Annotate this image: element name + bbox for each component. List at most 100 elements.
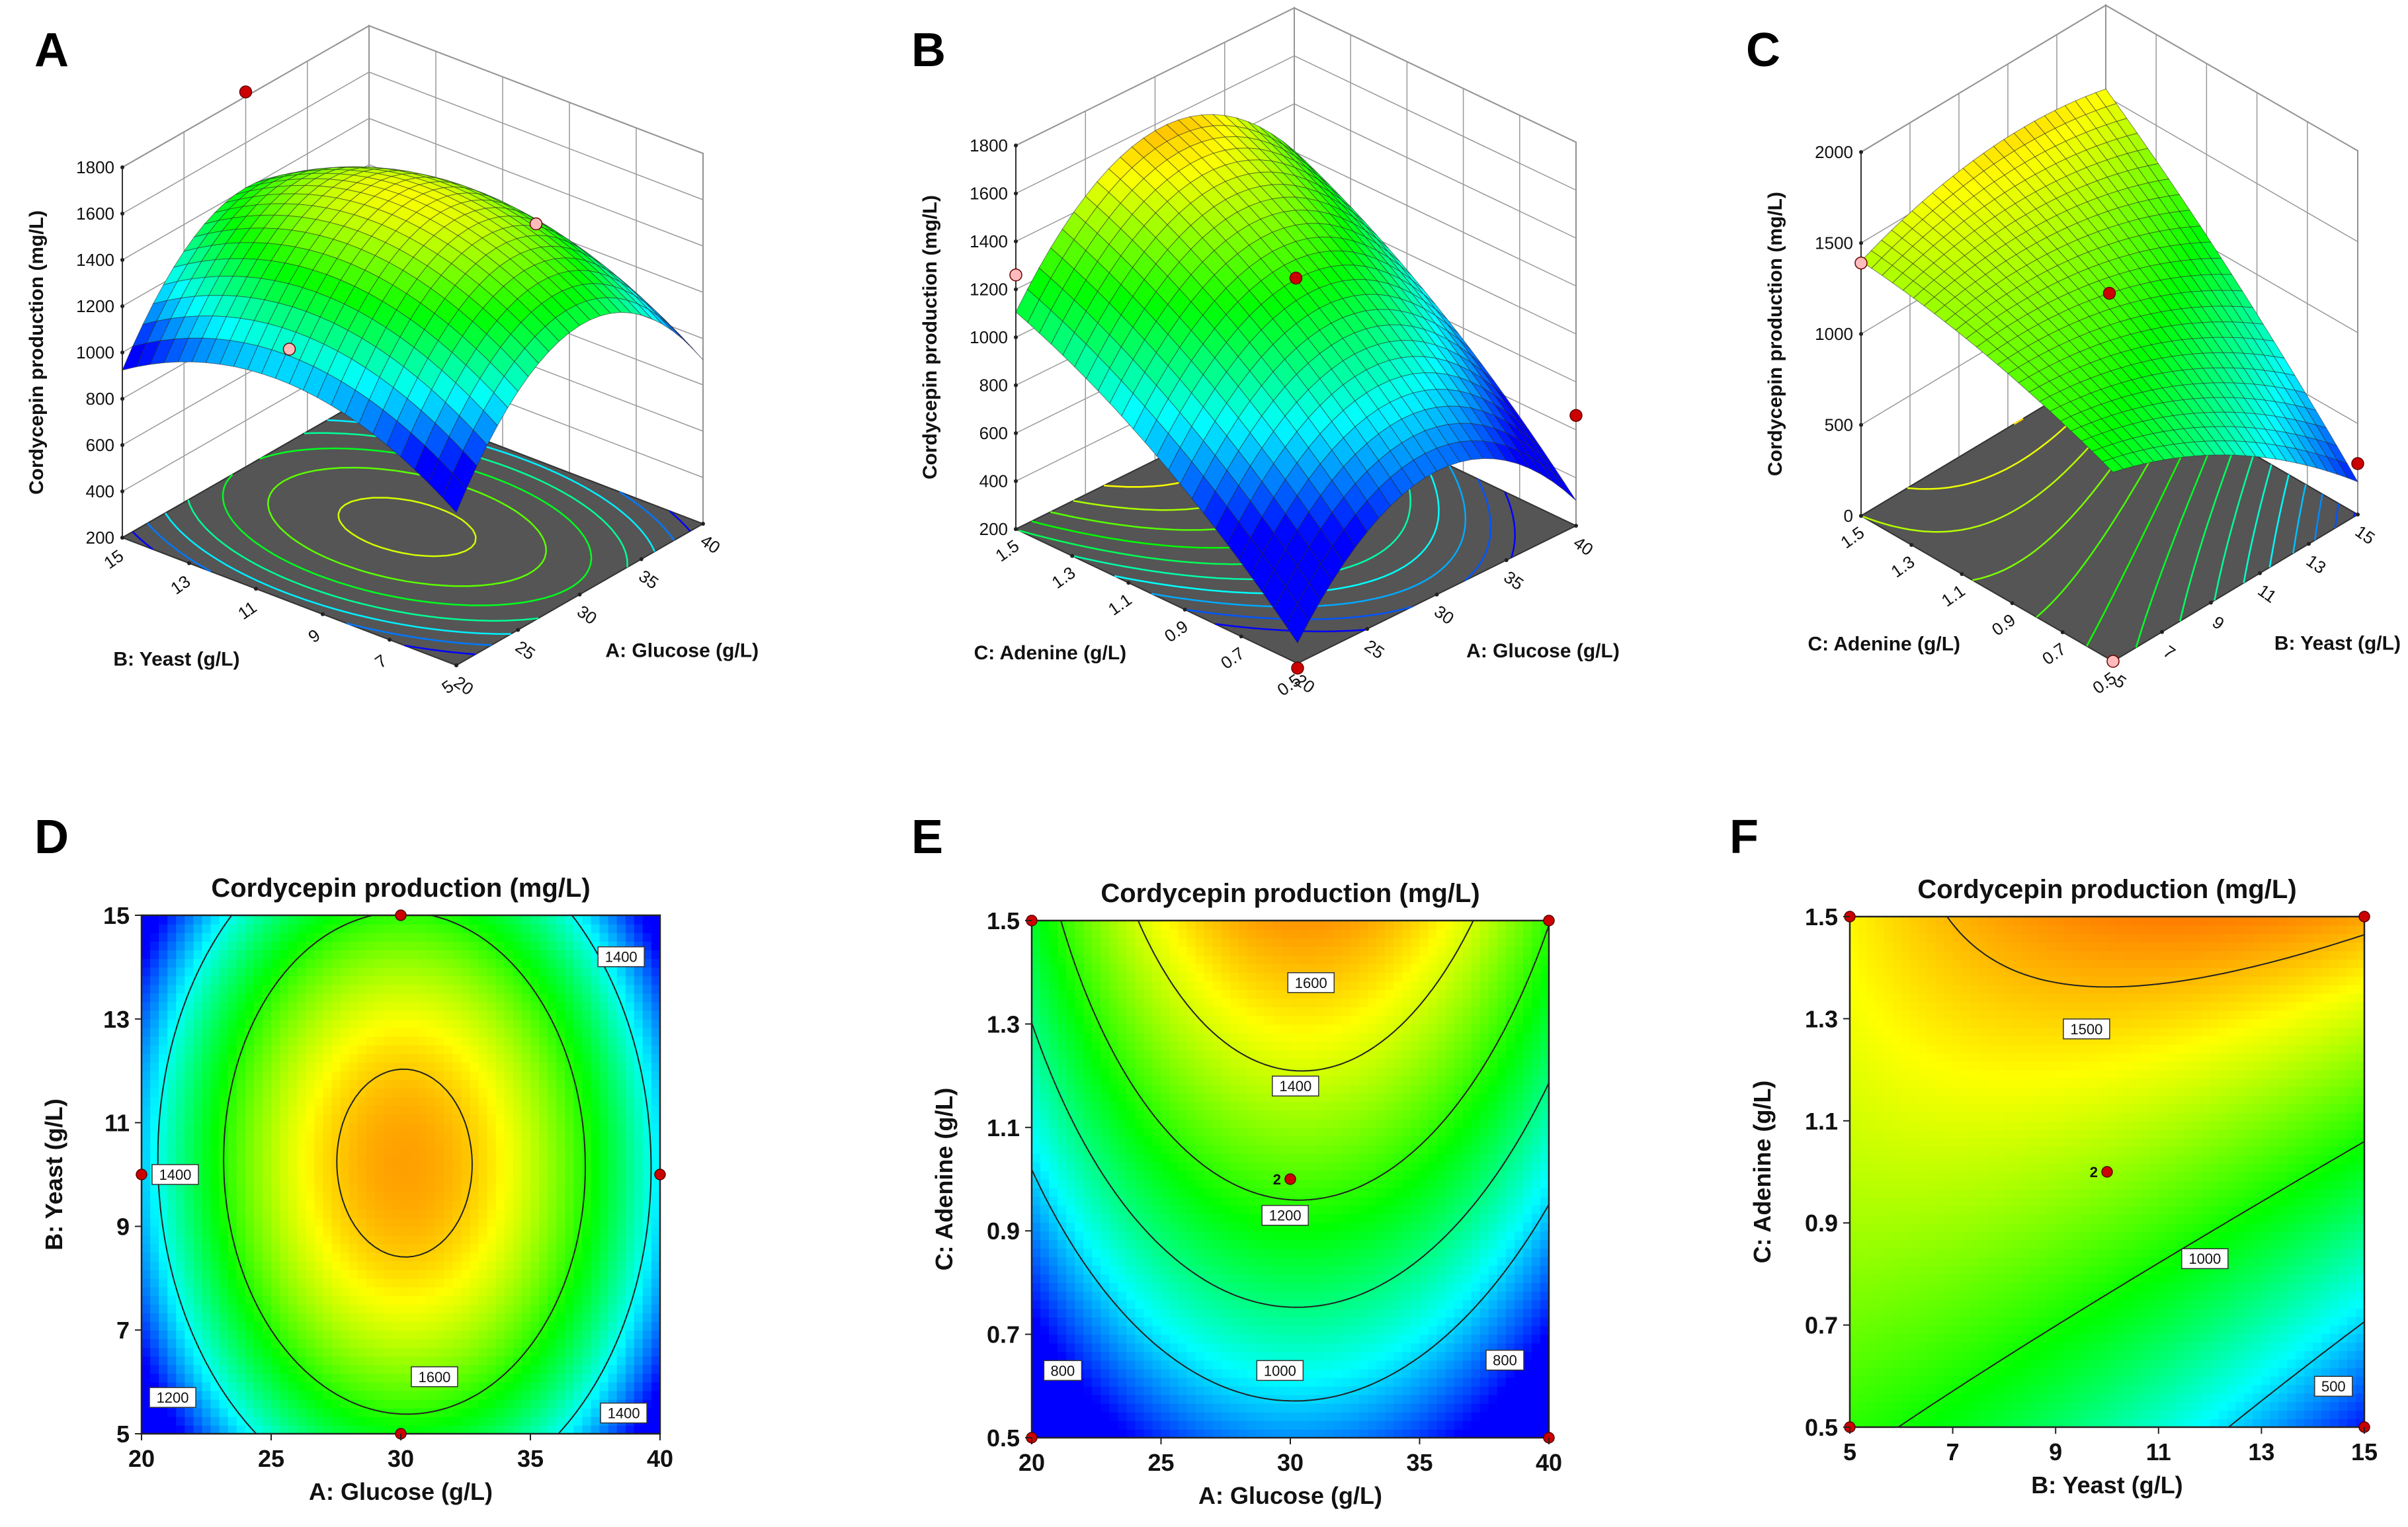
heatmap-cell (159, 1252, 168, 1262)
heatmap-cell (210, 1096, 220, 1106)
heatmap-cell (323, 1313, 333, 1322)
heatmap-cell (253, 1252, 263, 1262)
heatmap-cell (478, 924, 488, 933)
heatmap-cell (288, 1209, 298, 1219)
heatmap-cell (167, 1235, 177, 1245)
heatmap-cell (383, 1364, 393, 1374)
heatmap-cell (444, 1252, 454, 1262)
heatmap-cell (409, 1286, 419, 1296)
heatmap-cell (478, 1321, 488, 1331)
heatmap-cell (176, 1243, 186, 1253)
heatmap-cell (504, 967, 514, 977)
heatmap-cell (357, 1036, 367, 1046)
heatmap-cell (167, 1192, 177, 1201)
heatmap-cell (236, 1183, 246, 1192)
heatmap-cell (306, 1356, 315, 1366)
heatmap-cell (314, 1286, 324, 1296)
heatmap-cell (461, 932, 471, 942)
heatmap-cell (253, 1045, 263, 1054)
heatmap-cell (548, 1278, 557, 1288)
heatmap-cell (521, 1382, 531, 1391)
heatmap-cell (150, 1295, 159, 1305)
heatmap-cell (392, 1243, 401, 1253)
heatmap-cell (392, 1321, 401, 1331)
heatmap-cell (193, 1148, 203, 1158)
heatmap-cell (565, 1088, 575, 1098)
heatmap-cell (548, 1339, 557, 1348)
heatmap-cell (565, 941, 575, 951)
heatmap-cell (349, 1027, 358, 1037)
heatmap-cell (314, 1399, 324, 1409)
heatmap-cell (288, 1071, 298, 1081)
heatmap-cell (452, 1260, 462, 1270)
z-tick-label: 1200 (76, 296, 114, 316)
heatmap-cell (435, 1295, 445, 1305)
heatmap-cell (513, 1062, 522, 1071)
heatmap-cell (539, 1105, 548, 1115)
heatmap-cell (202, 1330, 212, 1340)
heatmap-cell (150, 1027, 159, 1037)
heatmap-cell (366, 984, 376, 994)
heatmap-cell (271, 1045, 280, 1054)
heatmap-cell (210, 1424, 220, 1434)
heatmap-cell (383, 1424, 393, 1434)
heatmap-cell (530, 1347, 540, 1357)
heatmap-cell (193, 1356, 203, 1366)
heatmap-cell (513, 1295, 522, 1305)
heatmap-cell (323, 915, 333, 925)
heatmap-cell (193, 941, 203, 951)
heatmap-cell (487, 1114, 497, 1124)
heatmap-cell (228, 1071, 237, 1081)
heatmap-cell (314, 1364, 324, 1374)
heatmap-cell (487, 1321, 497, 1331)
heatmap-cell (470, 1243, 479, 1253)
heatmap-cell (452, 1321, 462, 1331)
heatmap-cell (530, 1217, 540, 1227)
heatmap-cell (142, 1226, 151, 1236)
heatmap-cell (452, 1330, 462, 1340)
heatmap-cell (288, 915, 298, 925)
y-tick-mark (1183, 607, 1187, 612)
heatmap-cell (487, 1053, 497, 1063)
heatmap-cell (530, 1243, 540, 1253)
heatmap-cell (202, 1079, 212, 1089)
heatmap-cell (331, 1045, 341, 1054)
heatmap-cell (228, 1269, 237, 1279)
heatmap-cell (357, 1321, 367, 1331)
heatmap-cell (262, 1036, 272, 1046)
heatmap-cell (228, 975, 237, 985)
heatmap-cell (444, 1260, 454, 1270)
heatmap-cell (297, 1062, 307, 1071)
heatmap-cell (228, 1356, 237, 1366)
heatmap-cell (262, 1330, 272, 1340)
heatmap-cell (495, 1105, 505, 1115)
heatmap-cell (374, 1045, 384, 1054)
heatmap-cell (142, 1096, 151, 1106)
heatmap-cell (357, 1062, 367, 1071)
heatmap-cell (478, 984, 488, 994)
heatmap-cell (478, 1148, 488, 1158)
heatmap-cell (366, 1390, 376, 1400)
heatmap-cell (374, 1330, 384, 1340)
heatmap-cell (513, 1192, 522, 1201)
heatmap-cell (530, 1088, 540, 1098)
heatmap-cell (418, 967, 427, 977)
heatmap-cell (530, 1321, 540, 1331)
heatmap-cell (383, 975, 393, 985)
heatmap-cell (323, 1217, 333, 1227)
heatmap-cell (167, 1330, 177, 1340)
heatmap-cell (219, 993, 229, 1003)
y-tick-mark (254, 587, 258, 591)
heatmap-cell (366, 1399, 376, 1409)
heatmap-cell (366, 1018, 376, 1028)
heatmap-cell (210, 1235, 220, 1245)
heatmap-cell (297, 1200, 307, 1210)
heatmap-cell (418, 1347, 427, 1357)
heatmap-cell (331, 1165, 341, 1175)
heatmap-cell (435, 950, 445, 960)
heatmap-cell (331, 1053, 341, 1063)
heatmap-cell (150, 924, 159, 933)
heatmap-cell (427, 958, 436, 968)
heatmap-cell (401, 1105, 410, 1115)
heatmap-cell (513, 1001, 522, 1011)
